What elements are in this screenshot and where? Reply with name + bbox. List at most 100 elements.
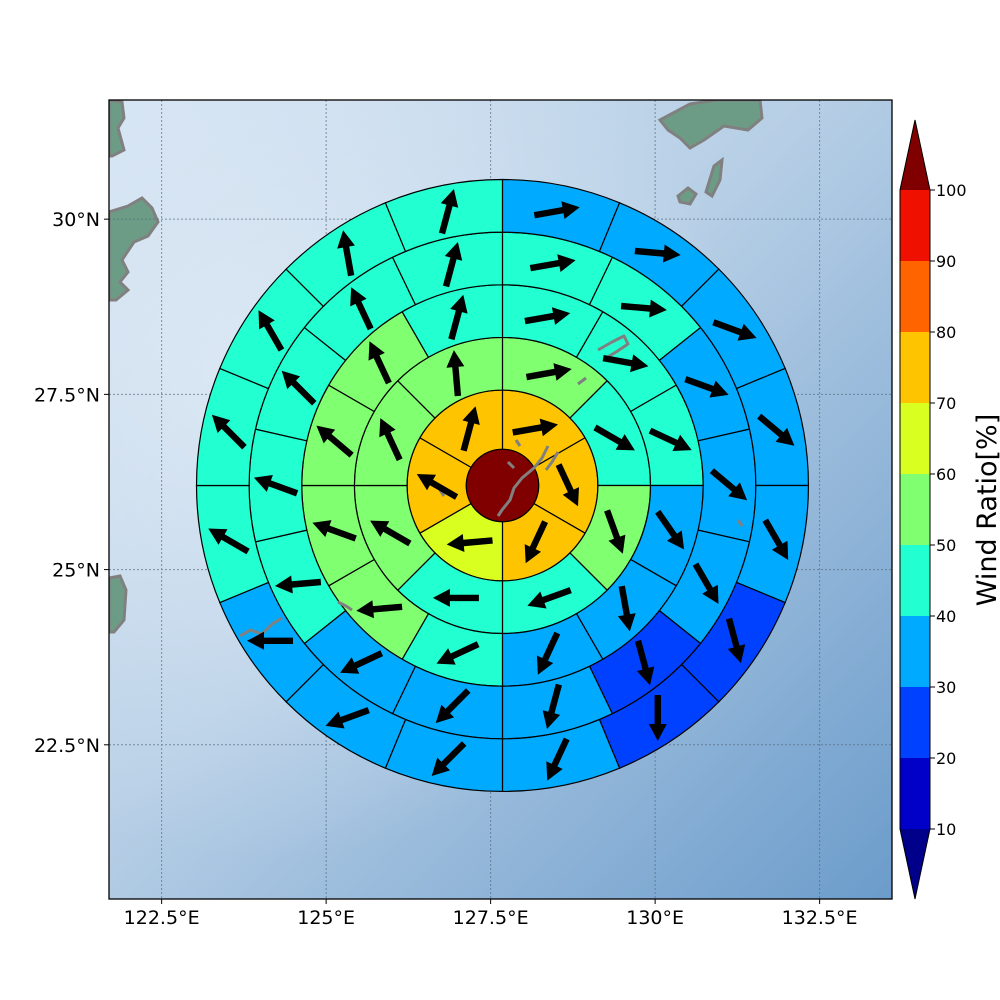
wind-arrow-1 bbox=[555, 463, 579, 507]
x-tick-label-2: 127.5°E bbox=[453, 907, 529, 929]
coast-okinawa-north bbox=[544, 451, 560, 471]
colorbar-tick-label-0: 10 bbox=[936, 820, 956, 839]
wind-arrow-5 bbox=[460, 406, 480, 452]
y-tick-label-2: 25°N bbox=[52, 560, 100, 582]
x-tick-label-3: 130°E bbox=[626, 907, 684, 929]
coast-amami bbox=[597, 334, 630, 360]
wind-arrow-27 bbox=[620, 299, 667, 318]
colorbar-cell-60 bbox=[900, 403, 930, 474]
center-disk bbox=[465, 448, 540, 523]
colorbar-cell-90 bbox=[900, 190, 930, 261]
colorbar: 10 20 30 40 50 60 70 80 90 100 Wind Ratio[%] bbox=[899, 119, 1000, 900]
colorbar-label: Wind Ratio[%] bbox=[972, 414, 1000, 606]
wind-arrow-4 bbox=[416, 474, 459, 500]
wind-arrow-13 bbox=[446, 350, 465, 397]
wind-arrow-33 bbox=[435, 688, 471, 724]
colorbar-tick-label-2: 30 bbox=[936, 678, 956, 697]
colorbar-tick-label-8: 90 bbox=[936, 252, 956, 271]
wind-arrow-3 bbox=[446, 534, 493, 552]
wind-arrow-52 bbox=[211, 414, 247, 450]
colorbar-cell-50 bbox=[900, 474, 930, 545]
colorbar-cell-40 bbox=[900, 545, 930, 616]
colorbar-tick-label-6: 70 bbox=[936, 394, 956, 413]
wind-arrow-53 bbox=[258, 310, 285, 352]
wind-arrow-26 bbox=[529, 254, 576, 272]
wind-arrow-9 bbox=[527, 587, 572, 609]
wind-arrow-51 bbox=[208, 528, 250, 555]
wind-arrow-28 bbox=[684, 376, 729, 398]
axes-frame bbox=[108, 99, 893, 900]
wind-arrow-16 bbox=[648, 427, 692, 451]
y-axis-ticks: 30°N 27.5°N 25°N 22.5°N bbox=[34, 209, 109, 757]
y-tick-label-0: 30°N bbox=[52, 209, 100, 231]
wind-arrow-45 bbox=[725, 617, 746, 664]
x-tick-label-1: 125°E bbox=[297, 907, 355, 929]
wind-arrow-42 bbox=[712, 319, 757, 341]
wind-arrow-39 bbox=[442, 242, 463, 288]
wind-arrow-29 bbox=[709, 468, 748, 501]
map-axes: 122.5°E 125°E 127.5°E 130°E 132.5°E 30°N 27.5… bbox=[34, 99, 893, 929]
center-cell bbox=[465, 448, 540, 523]
island-landmasses bbox=[109, 100, 764, 634]
coast-daito bbox=[736, 519, 744, 527]
wind-arrow-22 bbox=[312, 520, 357, 542]
wind-arrow-44 bbox=[762, 518, 789, 560]
wind-arrow-23 bbox=[316, 425, 354, 458]
colorbar-under-triangle bbox=[900, 829, 930, 899]
wind-arrow-47 bbox=[546, 737, 570, 781]
wind-arrow-14 bbox=[524, 307, 571, 325]
wind-arrow-43 bbox=[757, 413, 795, 446]
island-top-right-small bbox=[704, 156, 724, 199]
wind-arrow-8 bbox=[604, 509, 626, 554]
colorbar-tick-label-7: 80 bbox=[936, 323, 956, 342]
colorbar-cells bbox=[899, 119, 931, 900]
wind-arrow-24 bbox=[368, 341, 392, 385]
wind-arrow-34 bbox=[340, 650, 384, 674]
wind-arrow-15 bbox=[602, 354, 649, 373]
wind-arrow-55 bbox=[438, 189, 459, 235]
colorbar-tick-label-4: 50 bbox=[936, 536, 956, 555]
y-tick-label-1: 27.5°N bbox=[34, 384, 100, 406]
wind-arrow-36 bbox=[253, 475, 299, 497]
colorbar-cell-20 bbox=[900, 687, 930, 758]
wind-arrow-17 bbox=[655, 509, 685, 550]
colorbar-cell-30 bbox=[900, 616, 930, 687]
colorbar-tick-label-3: 40 bbox=[936, 607, 956, 626]
colorbar-tick-label-5: 60 bbox=[936, 465, 956, 484]
wind-arrow-30 bbox=[692, 562, 719, 604]
wind-arrow-10 bbox=[432, 588, 479, 607]
coast-miyako bbox=[337, 600, 353, 612]
wind-arrow-40 bbox=[533, 201, 580, 219]
island-left-chain bbox=[109, 196, 160, 302]
colorbar-cell-70 bbox=[900, 332, 930, 403]
x-tick-label-0: 122.5°E bbox=[124, 907, 200, 929]
wind-arrow-49 bbox=[325, 707, 370, 729]
wind-arrow-38 bbox=[350, 287, 374, 331]
wind-arrow-18 bbox=[617, 585, 636, 632]
okinawa-coastline bbox=[239, 334, 744, 638]
wind-arrow-25 bbox=[448, 294, 468, 341]
coast-islet-1 bbox=[514, 439, 522, 447]
x-tick-label-4: 132.5°E bbox=[782, 907, 858, 929]
wind-arrow-6 bbox=[525, 363, 572, 381]
wind-arrow-7 bbox=[593, 424, 635, 451]
coast-islet-2 bbox=[506, 460, 516, 470]
wind-arrow-11 bbox=[370, 520, 412, 547]
wind-arrow-21 bbox=[356, 600, 403, 619]
wind-arrow-12 bbox=[379, 418, 403, 462]
coast-okinawa-main bbox=[496, 445, 550, 517]
wind-arrow-2 bbox=[524, 520, 548, 564]
colorbar-tick-label-1: 20 bbox=[936, 749, 956, 768]
x-axis-ticks: 122.5°E 125°E 127.5°E 130°E 132.5°E bbox=[124, 899, 858, 929]
wind-arrow-50 bbox=[247, 631, 293, 650]
wind-arrow-35 bbox=[275, 575, 322, 594]
wind-arrow-31 bbox=[635, 639, 655, 686]
island-top-right-dot bbox=[676, 186, 698, 206]
wind-direction-arrows bbox=[208, 189, 795, 781]
colorbar-over-triangle bbox=[900, 120, 930, 190]
wind-arrow-19 bbox=[536, 631, 561, 675]
wind-arrow-41 bbox=[634, 244, 681, 263]
colorbar-ticks: 10 20 30 40 50 60 70 80 90 100 bbox=[930, 181, 967, 839]
wind-arrow-46 bbox=[648, 695, 667, 741]
